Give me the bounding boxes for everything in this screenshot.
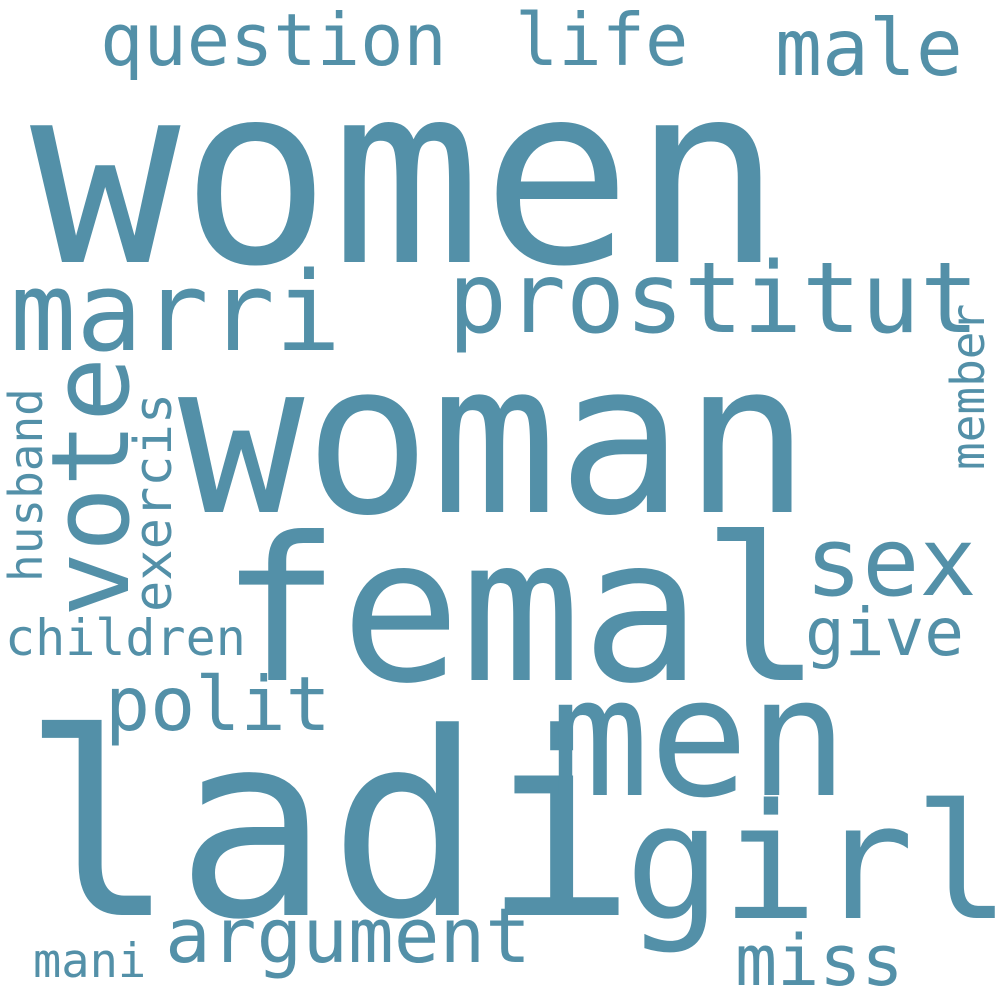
word-give: give: [805, 594, 964, 671]
word-children: children: [5, 609, 246, 667]
word-miss: miss: [735, 920, 904, 1000]
word-mani: mani: [33, 934, 146, 989]
word-women: women: [30, 30, 783, 321]
word-husband: husband: [0, 388, 53, 582]
word-exercis: exercis: [124, 393, 184, 612]
word-marri: marri: [10, 248, 341, 376]
word-femal: femal: [220, 495, 822, 728]
word-woman: woman: [178, 317, 810, 562]
word-male: male: [775, 4, 963, 94]
word-life: life: [515, 0, 688, 82]
word-member: member: [941, 304, 995, 470]
word-men: men: [550, 642, 848, 834]
word-prostitut: prostitut: [448, 242, 979, 356]
word-question: question: [100, 0, 447, 82]
word-sex: sex: [805, 508, 977, 618]
word-polit: polit: [105, 660, 331, 748]
word-argument: argument: [165, 891, 531, 980]
word-ladi: ladi: [22, 679, 636, 976]
word-vote: vote: [29, 357, 154, 617]
word-girl: girl: [625, 769, 1000, 956]
